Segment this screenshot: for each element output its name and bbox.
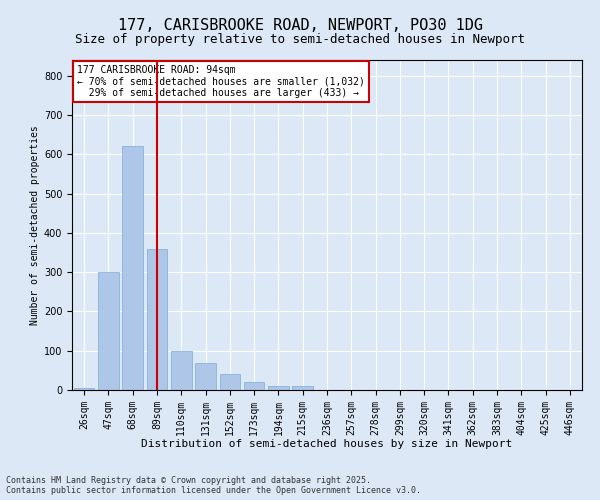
Bar bbox=[244, 382, 265, 390]
Bar bbox=[74, 388, 94, 390]
Bar bbox=[268, 386, 289, 390]
Bar bbox=[195, 362, 216, 390]
Bar bbox=[171, 350, 191, 390]
Bar bbox=[220, 374, 240, 390]
Bar bbox=[292, 386, 313, 390]
Bar bbox=[98, 272, 119, 390]
Text: Size of property relative to semi-detached houses in Newport: Size of property relative to semi-detach… bbox=[75, 32, 525, 46]
Text: 177, CARISBROOKE ROAD, NEWPORT, PO30 1DG: 177, CARISBROOKE ROAD, NEWPORT, PO30 1DG bbox=[118, 18, 482, 32]
Text: Contains HM Land Registry data © Crown copyright and database right 2025.
Contai: Contains HM Land Registry data © Crown c… bbox=[6, 476, 421, 495]
Text: 177 CARISBROOKE ROAD: 94sqm
← 70% of semi-detached houses are smaller (1,032)
  : 177 CARISBROOKE ROAD: 94sqm ← 70% of sem… bbox=[77, 65, 365, 98]
X-axis label: Distribution of semi-detached houses by size in Newport: Distribution of semi-detached houses by … bbox=[142, 439, 512, 449]
Y-axis label: Number of semi-detached properties: Number of semi-detached properties bbox=[29, 125, 40, 325]
Bar bbox=[146, 248, 167, 390]
Bar bbox=[122, 146, 143, 390]
